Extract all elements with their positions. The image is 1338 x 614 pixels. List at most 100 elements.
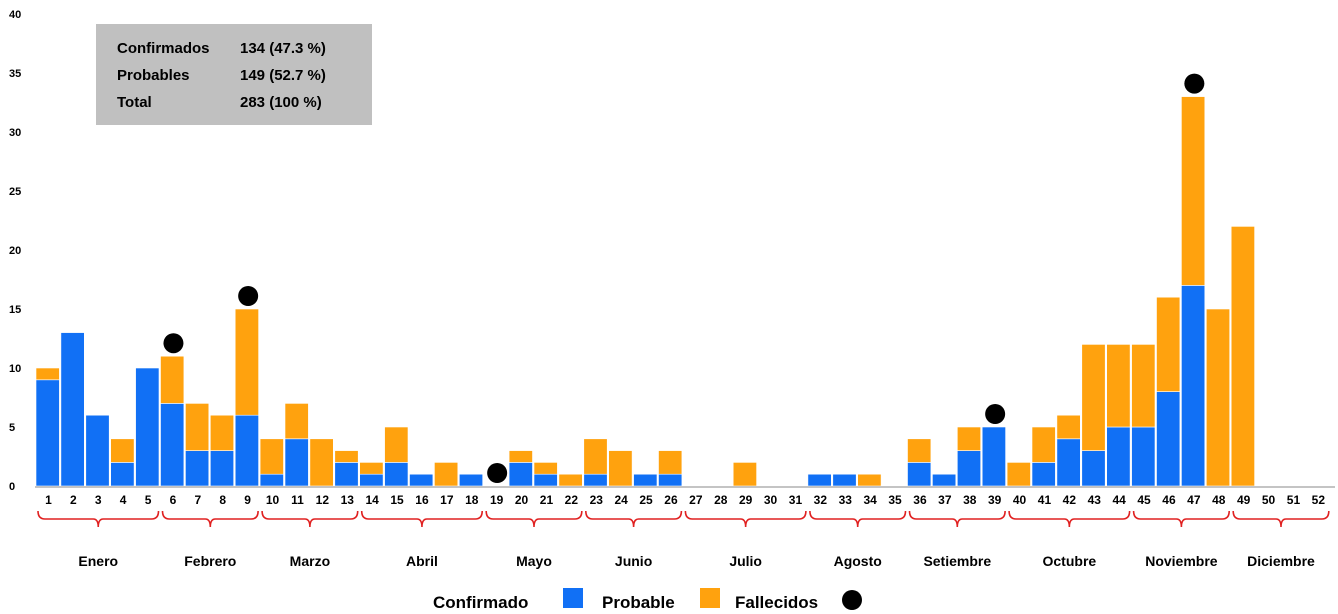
bar-confirmed [508, 462, 533, 487]
bar-probable [1230, 226, 1255, 487]
y-tick-label: 40 [9, 9, 21, 21]
bar-probable [1081, 344, 1106, 451]
month-label: Julio [729, 553, 762, 569]
bar-probable [1156, 296, 1181, 392]
bar-confirmed [458, 473, 483, 487]
month-brace [1008, 510, 1131, 528]
month-label: Marzo [290, 553, 330, 569]
y-tick-label: 15 [9, 304, 21, 316]
bar-confirmed [110, 462, 135, 487]
bar-probable [35, 367, 60, 381]
bar-probable [1006, 462, 1031, 487]
x-tick-label: 31 [789, 493, 803, 507]
bar-confirmed [807, 473, 832, 487]
y-tick-label: 5 [9, 422, 15, 434]
bar-probable [1131, 344, 1156, 428]
x-tick-label: 49 [1237, 493, 1251, 507]
bar-probable [309, 438, 334, 487]
death-marker [487, 463, 508, 483]
bar-probable [558, 473, 583, 487]
x-tick-label: 15 [390, 493, 404, 507]
x-tick-label: 28 [714, 493, 728, 507]
bar-probable [234, 308, 259, 416]
bar-probable [608, 450, 633, 487]
bar-confirmed [1081, 450, 1106, 487]
x-tick-label: 37 [938, 493, 952, 507]
month-label: Setiembre [923, 553, 991, 569]
bar-confirmed [334, 462, 359, 487]
bar-probable [857, 473, 882, 487]
x-tick-label: 25 [639, 493, 653, 507]
x-tick-label: 26 [664, 493, 678, 507]
bar-confirmed [234, 414, 259, 487]
bar-probable [658, 450, 683, 475]
bar-probable [284, 403, 309, 440]
x-tick-label: 51 [1287, 493, 1301, 507]
bar-probable [110, 438, 135, 463]
info-box: Confirmados 134 (47.3 %) Probables 149 (… [96, 24, 372, 125]
death-marker [163, 333, 184, 354]
bar-confirmed [1031, 462, 1056, 487]
bar-probable [1206, 308, 1231, 487]
x-tick-label: 19 [490, 493, 504, 507]
bar-probable [185, 403, 210, 451]
legend-probable-swatch [700, 588, 720, 608]
x-tick-label: 8 [219, 493, 226, 507]
bar-confirmed [907, 462, 932, 487]
x-tick-label: 24 [614, 493, 628, 507]
x-tick-label: 42 [1063, 493, 1077, 507]
x-tick-label: 44 [1112, 493, 1126, 507]
bar-confirmed [284, 438, 309, 487]
x-tick-label: 39 [988, 493, 1002, 507]
x-tick-label: 32 [814, 493, 828, 507]
info-confirmed-value: 134 (47.3 %) [240, 40, 326, 57]
y-tick-label: 30 [9, 127, 21, 139]
legend-probable-label: Probable [602, 593, 675, 612]
bar-probable [1031, 426, 1056, 463]
bar-confirmed [85, 414, 110, 487]
bar-probable [334, 450, 359, 463]
x-tick-label: 22 [565, 493, 579, 507]
x-tick-label: 21 [540, 493, 554, 507]
x-tick-label: 47 [1187, 493, 1201, 507]
legend: Confirmado Probable Fallecidos [433, 588, 862, 612]
death-marker [985, 404, 1006, 424]
bar-probable [732, 462, 757, 487]
y-axis: 0 5 10 15 20 25 30 35 40 [9, 9, 21, 493]
month-brace [161, 510, 259, 528]
bar-confirmed [135, 367, 160, 487]
month-brace [684, 510, 807, 528]
x-tick-label: 6 [170, 493, 177, 507]
month-label: Junio [615, 553, 652, 569]
y-tick-label: 10 [9, 363, 21, 375]
x-tick-label: 3 [95, 493, 102, 507]
x-tick-label: 10 [266, 493, 280, 507]
x-tick-label: 13 [341, 493, 355, 507]
death-marker [1184, 73, 1205, 94]
x-tick-label: 36 [913, 493, 927, 507]
x-tick-label: 17 [440, 493, 454, 507]
bar-probable [533, 462, 558, 475]
info-probable-label: Probables [117, 67, 190, 84]
bar-confirmed [1156, 391, 1181, 487]
bar-probable [210, 414, 235, 451]
info-confirmed-label: Confirmados [117, 40, 210, 57]
x-tick-label: 41 [1038, 493, 1052, 507]
bar-probable [384, 426, 409, 463]
legend-deaths-label: Fallecidos [735, 593, 818, 612]
bar-confirmed [633, 473, 658, 487]
x-tick-label: 5 [145, 493, 152, 507]
month-brace [360, 510, 483, 528]
x-tick-label: 23 [590, 493, 604, 507]
death-marker [238, 286, 259, 306]
x-tick-label: 50 [1262, 493, 1276, 507]
month-label: Mayo [516, 553, 552, 569]
y-tick-label: 35 [9, 68, 21, 80]
month-brace [1132, 510, 1230, 528]
bar-probable [508, 450, 533, 463]
bar-confirmed [932, 473, 957, 487]
bar-confirmed [1181, 285, 1206, 487]
x-tick-label: 46 [1162, 493, 1176, 507]
bar-probable [1181, 96, 1206, 286]
month-brace [1232, 510, 1330, 528]
